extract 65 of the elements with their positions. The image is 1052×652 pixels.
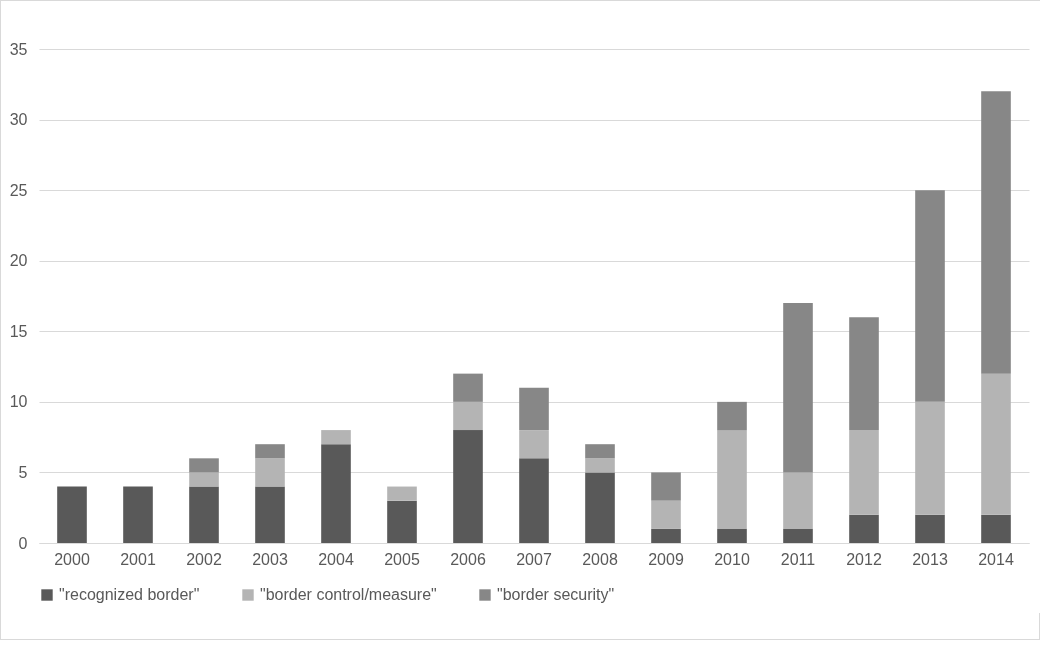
x-tick-label: 2009 [648,550,684,568]
x-tick-label: 2012 [846,550,882,568]
y-tick-label: 30 [9,111,28,129]
bar [585,472,615,543]
bar [189,486,219,543]
x-tick-label: 2004 [318,550,354,568]
bar [321,444,351,543]
bar [387,500,417,543]
x-tick-label: 2013 [912,550,948,568]
bar [453,401,483,431]
bar [189,458,219,473]
bar [519,430,549,459]
bar [651,472,681,501]
bar [255,444,285,459]
bar [849,514,879,543]
bar [519,458,549,543]
x-tick-label: 2010 [714,550,750,568]
y-tick-label: 15 [9,322,28,340]
bar [783,303,813,473]
y-tick-label: 0 [18,534,28,552]
bar [585,458,615,473]
bar [783,528,813,543]
x-tick-label: 2011 [780,550,816,568]
x-tick-label: 2008 [582,550,618,568]
bar [915,401,945,515]
bar [717,401,747,431]
x-tick-label: 2007 [516,550,552,568]
bar [915,514,945,543]
bar [651,500,681,529]
x-tick-label: 2005 [384,550,420,568]
x-tick-label: 2006 [450,550,486,568]
bar [585,444,615,459]
bar [981,91,1011,374]
bar [915,190,945,402]
bar [255,458,285,487]
bar [519,387,549,431]
bar [717,528,747,543]
y-tick-label: 25 [9,181,28,199]
legend-label: "recognized border" [59,586,200,603]
bar [981,373,1011,515]
x-tick-label: 2001 [120,550,156,568]
bar [849,317,879,431]
bar [849,430,879,515]
bar [651,528,681,543]
x-tick-label: 2003 [252,550,288,568]
x-tick-label: 2000 [54,550,90,568]
bar [123,486,153,543]
bar [453,373,483,402]
bar [189,472,219,487]
y-tick-label: 20 [9,252,28,270]
bar [57,486,87,543]
bar [321,430,351,445]
y-tick-label: 35 [9,40,28,58]
bar [783,472,813,529]
x-tick-label: 2014 [978,550,1014,568]
legend-label: "border control/measure" [260,586,437,603]
bar [981,514,1011,543]
x-tick-label: 2002 [186,550,222,568]
bar [453,430,483,543]
bar [255,486,285,543]
y-tick-label: 5 [18,463,28,481]
y-tick-label: 10 [9,393,28,411]
bar [717,430,747,529]
bar [387,486,417,501]
legend-label: "border security" [497,586,615,603]
